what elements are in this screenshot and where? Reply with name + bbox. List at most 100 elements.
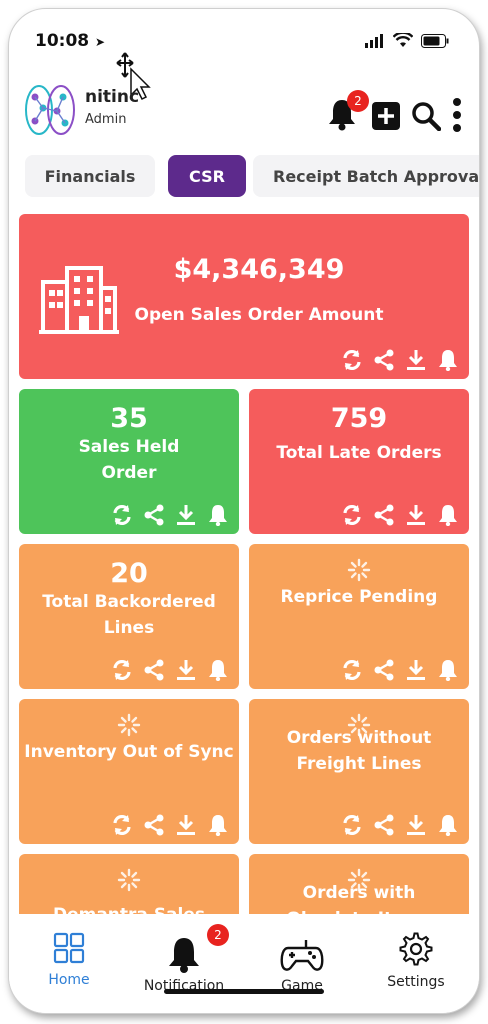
card-title-line1: Orders without [286, 728, 432, 748]
card-orders-without-freight-lines[interactable]: Orders without Freight Lines [249, 699, 469, 844]
download-icon[interactable] [405, 349, 427, 371]
nav-notification[interactable]: 2 Notification [129, 924, 239, 994]
card-reprice-pending[interactable]: Reprice Pending [249, 544, 469, 689]
share-icon[interactable] [143, 659, 165, 681]
gear-icon [399, 932, 433, 966]
download-icon[interactable] [175, 504, 197, 526]
status-time: 10:08 ➤ [35, 31, 105, 51]
download-icon[interactable] [405, 814, 427, 836]
wifi-icon [393, 33, 413, 47]
loading-spinner-icon [117, 868, 141, 892]
user-role: Admin [85, 112, 127, 127]
card-value: $4,346,349 [173, 254, 345, 285]
loading-spinner-icon [117, 713, 141, 737]
card-open-sales-order-amount[interactable]: $4,346,349 Open Sales Order Amount [19, 214, 469, 379]
card-actions [341, 659, 459, 681]
share-icon[interactable] [143, 504, 165, 526]
dashboard-grid: $4,346,349 Open Sales Order Amount 35 Sa… [19, 214, 469, 919]
search-icon[interactable] [411, 101, 441, 131]
download-icon[interactable] [405, 659, 427, 681]
alert-bell-icon[interactable] [207, 659, 229, 681]
alert-bell-icon[interactable] [207, 814, 229, 836]
alert-bell-icon[interactable] [437, 659, 459, 681]
card-actions [341, 504, 459, 526]
download-icon[interactable] [175, 659, 197, 681]
nav-settings[interactable]: Settings [361, 932, 471, 990]
card-sales-held-order[interactable]: 35 Sales Held Order [19, 389, 239, 534]
alert-bell-icon[interactable] [437, 814, 459, 836]
nav-game[interactable]: Game [247, 932, 357, 994]
add-icon[interactable] [371, 101, 401, 131]
card-total-backordered-lines[interactable]: 20 Total Backordered Lines [19, 544, 239, 689]
refresh-icon[interactable] [341, 349, 363, 371]
share-icon[interactable] [373, 659, 395, 681]
share-icon[interactable] [373, 814, 395, 836]
card-value: 20 [110, 558, 148, 589]
loading-spinner-icon [347, 713, 371, 737]
card-title: Inventory Out of Sync [24, 742, 234, 762]
card-title: Open Sales Order Amount [134, 305, 384, 325]
loading-spinner-icon [347, 868, 371, 892]
notification-badge: 2 [347, 90, 369, 112]
app-header: nitinc Admin 2 [9, 75, 479, 145]
loading-spinner-icon [347, 558, 371, 582]
card-title-line1: Sales Held [78, 437, 180, 457]
card-orders-with-obsolete-items[interactable]: Orders with Obsolete Items [249, 854, 469, 919]
brand-name: nitinc [85, 87, 140, 107]
alert-bell-icon[interactable] [437, 349, 459, 371]
refresh-icon[interactable] [111, 659, 133, 681]
card-total-late-orders[interactable]: 759 Total Late Orders [249, 389, 469, 534]
alert-bell-icon[interactable] [437, 504, 459, 526]
share-icon[interactable] [373, 504, 395, 526]
tab-receipt-batch-approval[interactable]: Receipt Batch Approval [253, 155, 479, 197]
alert-bell-icon[interactable] [207, 504, 229, 526]
tab-financials[interactable]: Financials [25, 155, 155, 197]
nav-home-label: Home [48, 972, 90, 988]
card-title-line2: Freight Lines [296, 754, 422, 774]
battery-icon [421, 33, 449, 48]
phone-frame: 10:08 ➤ [8, 8, 480, 1014]
download-icon[interactable] [175, 814, 197, 836]
grid-home-icon [53, 932, 85, 964]
notification-button[interactable]: 2 [327, 90, 369, 131]
tab-bar: Financials CSR Receipt Batch Approval [25, 155, 479, 199]
refresh-icon[interactable] [111, 814, 133, 836]
more-vertical-icon[interactable] [451, 97, 463, 133]
cursor-move-icon [116, 52, 151, 101]
card-actions [341, 349, 459, 371]
nav-settings-label: Settings [387, 974, 445, 990]
gamepad-icon [280, 940, 324, 971]
refresh-icon[interactable] [341, 659, 363, 681]
card-title-line2: Order [101, 463, 157, 483]
card-demantra-sales[interactable]: Demantra Sales [19, 854, 239, 919]
building-icon [39, 266, 119, 334]
bell-icon [169, 938, 199, 973]
card-title: Reprice Pending [280, 587, 438, 607]
card-title: Total Late Orders [276, 443, 442, 463]
card-value: 759 [330, 403, 388, 434]
share-icon[interactable] [373, 349, 395, 371]
card-title-line1: Total Backordered [42, 592, 216, 612]
download-icon[interactable] [405, 504, 427, 526]
card-actions [111, 659, 229, 681]
tab-csr[interactable]: CSR [168, 155, 246, 197]
card-inventory-out-of-sync[interactable]: Inventory Out of Sync [19, 699, 239, 844]
brain-logo-icon [25, 85, 75, 135]
refresh-icon[interactable] [111, 504, 133, 526]
refresh-icon[interactable] [341, 814, 363, 836]
nav-home[interactable]: Home [14, 932, 124, 988]
signal-icon [365, 33, 383, 48]
share-icon[interactable] [143, 814, 165, 836]
location-arrow-icon: ➤ [95, 35, 106, 49]
refresh-icon[interactable] [341, 504, 363, 526]
nav-notification-badge: 2 [207, 924, 229, 946]
home-indicator [164, 989, 324, 994]
card-title-line1: Orders with [302, 883, 416, 903]
card-actions [341, 814, 459, 836]
status-bar: 10:08 ➤ [9, 9, 479, 69]
card-actions [111, 814, 229, 836]
card-actions [111, 504, 229, 526]
card-value: 35 [110, 403, 148, 434]
card-title-line2: Lines [103, 618, 155, 638]
bottom-navigation: Home 2 Notification Game Setting [9, 914, 479, 1013]
